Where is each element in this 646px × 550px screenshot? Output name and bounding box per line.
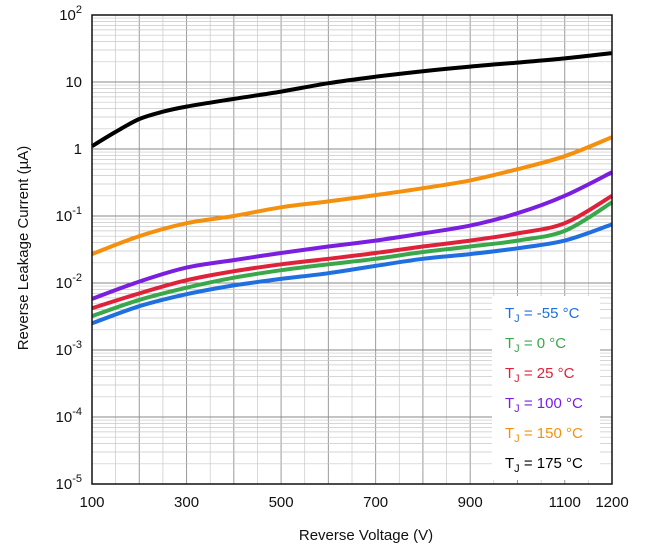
legend-entry-1: TJ = 0 °C — [505, 335, 566, 355]
legend-entry-3: TJ = 100 °C — [505, 395, 583, 415]
series-line-5 — [90, 51, 613, 148]
plot-border — [91, 14, 613, 485]
y-tick-label: 10-5 — [56, 473, 82, 493]
y-axis-label: Reverse Leakage Current (µA) — [15, 146, 32, 351]
y-tick-label: 10-3 — [56, 339, 82, 359]
series-line-3 — [91, 170, 613, 301]
x-tick-label: 700 — [363, 494, 388, 511]
series-line-2 — [91, 194, 614, 311]
y-tick-label: 10-1 — [56, 205, 82, 225]
y-tick-label: 102 — [59, 4, 82, 24]
legend: TJ = -55 °C TJ = 0 °C TJ = 25 °C TJ = 100 °… — [492, 296, 600, 480]
legend-entry-4: TJ = 150 °C — [505, 425, 583, 445]
x-axis-label: Reverse Voltage (V) — [299, 527, 433, 544]
tick-labels: 100 300 500 700 900 1100 1200 102 10 1 10-1 10-2 10-… — [56, 4, 629, 511]
legend-entry-2: TJ = 25 °C — [505, 365, 575, 385]
series-line-4 — [91, 135, 613, 256]
x-tick-label: 300 — [174, 494, 199, 511]
series-lines — [90, 51, 614, 326]
legend-box — [492, 296, 600, 480]
y-tick-label: 1 — [74, 141, 82, 158]
series-line-0 — [91, 222, 613, 326]
series-line-1 — [91, 200, 614, 319]
y-tick-label: 10-4 — [56, 406, 82, 426]
x-tick-label: 1100 — [549, 494, 581, 511]
x-tick-label: 1200 — [595, 494, 628, 511]
x-tick-label: 100 — [79, 494, 104, 511]
legend-entry-0: TJ = -55 °C — [505, 305, 580, 325]
y-tick-label: 10 — [65, 74, 82, 91]
x-tick-label: 900 — [458, 494, 483, 511]
plot-frame — [91, 14, 613, 485]
y-tick-label: 10-2 — [56, 272, 82, 292]
legend-entry-5: TJ = 175 °C — [505, 455, 583, 475]
x-tick-label: 500 — [269, 494, 294, 511]
